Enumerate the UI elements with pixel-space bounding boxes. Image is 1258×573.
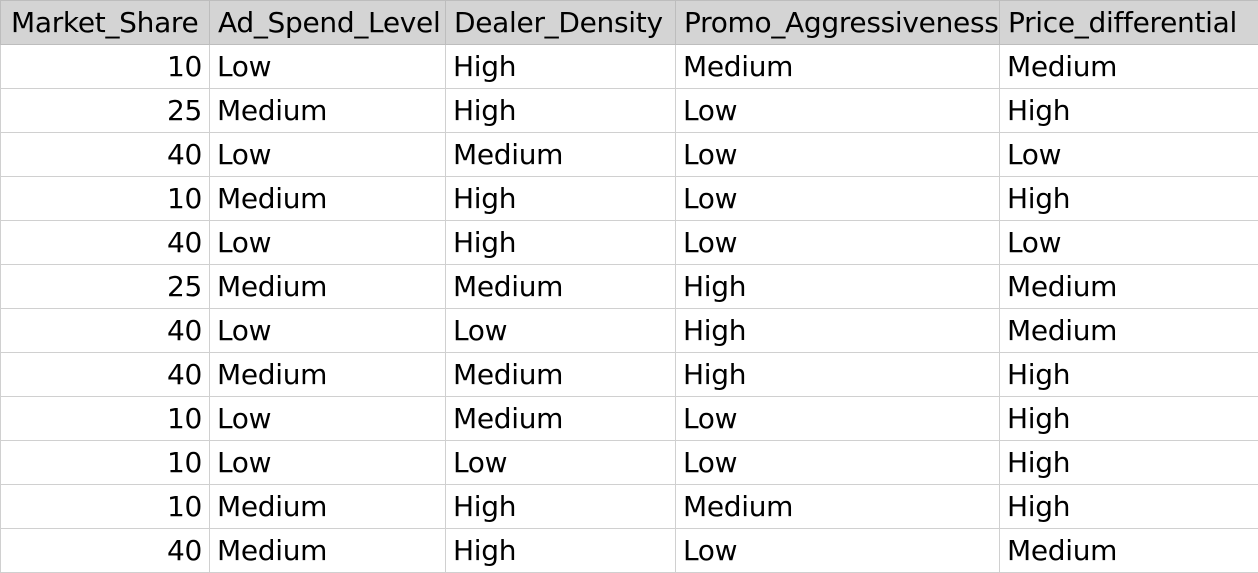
cell-price-differential[interactable]: High	[1000, 397, 1258, 441]
cell-market-share[interactable]: 40	[1, 353, 210, 397]
cell-market-share[interactable]: 10	[1, 441, 210, 485]
cell-price-differential[interactable]: Low	[1000, 133, 1258, 177]
cell-promo-aggressiveness[interactable]: Medium	[676, 45, 1000, 89]
table-row: 10 Low High Medium Medium	[1, 45, 1258, 89]
cell-promo-aggressiveness[interactable]: Low	[676, 133, 1000, 177]
table-row: 40 Low Medium Low Low	[1, 133, 1258, 177]
cell-market-share[interactable]: 40	[1, 529, 210, 573]
header-row: Market_Share Ad_Spend_Level Dealer_Densi…	[1, 1, 1258, 45]
cell-market-share[interactable]: 10	[1, 45, 210, 89]
table-row: 10 Medium High Medium High	[1, 485, 1258, 529]
cell-ad-spend-level[interactable]: Low	[210, 441, 446, 485]
header-cell-dealer-density[interactable]: Dealer_Density	[446, 1, 676, 45]
cell-promo-aggressiveness[interactable]: High	[676, 309, 1000, 353]
cell-price-differential[interactable]: Medium	[1000, 529, 1258, 573]
table-body: 10 Low High Medium Medium 25 Medium High…	[1, 45, 1258, 573]
table-row: 40 Medium High Low Medium	[1, 529, 1258, 573]
header-cell-market-share[interactable]: Market_Share	[1, 1, 210, 45]
cell-dealer-density[interactable]: Medium	[446, 397, 676, 441]
cell-ad-spend-level[interactable]: Medium	[210, 353, 446, 397]
cell-dealer-density[interactable]: Low	[446, 309, 676, 353]
cell-market-share[interactable]: 10	[1, 177, 210, 221]
cell-ad-spend-level[interactable]: Low	[210, 309, 446, 353]
header-cell-price-differential[interactable]: Price_differential	[1000, 1, 1258, 45]
table-row: 40 Medium Medium High High	[1, 353, 1258, 397]
cell-ad-spend-level[interactable]: Medium	[210, 177, 446, 221]
cell-market-share[interactable]: 25	[1, 265, 210, 309]
cell-market-share[interactable]: 10	[1, 397, 210, 441]
cell-ad-spend-level[interactable]: Medium	[210, 529, 446, 573]
header-cell-promo-aggressiveness[interactable]: Promo_Aggressiveness	[676, 1, 1000, 45]
cell-price-differential[interactable]: High	[1000, 353, 1258, 397]
cell-market-share[interactable]: 10	[1, 485, 210, 529]
table-row: 40 Low Low High Medium	[1, 309, 1258, 353]
cell-promo-aggressiveness[interactable]: Low	[676, 397, 1000, 441]
cell-price-differential[interactable]: Medium	[1000, 265, 1258, 309]
cell-price-differential[interactable]: High	[1000, 441, 1258, 485]
cell-dealer-density[interactable]: Medium	[446, 353, 676, 397]
header-row-group: Market_Share Ad_Spend_Level Dealer_Densi…	[1, 1, 1258, 45]
cell-market-share[interactable]: 25	[1, 89, 210, 133]
table-row: 40 Low High Low Low	[1, 221, 1258, 265]
cell-promo-aggressiveness[interactable]: Low	[676, 221, 1000, 265]
cell-dealer-density[interactable]: High	[446, 485, 676, 529]
cell-promo-aggressiveness[interactable]: Low	[676, 89, 1000, 133]
cell-dealer-density[interactable]: High	[446, 221, 676, 265]
cell-promo-aggressiveness[interactable]: Medium	[676, 485, 1000, 529]
cell-market-share[interactable]: 40	[1, 221, 210, 265]
cell-price-differential[interactable]: Low	[1000, 221, 1258, 265]
cell-market-share[interactable]: 40	[1, 309, 210, 353]
cell-ad-spend-level[interactable]: Medium	[210, 265, 446, 309]
cell-ad-spend-level[interactable]: Low	[210, 133, 446, 177]
cell-ad-spend-level[interactable]: Low	[210, 221, 446, 265]
cell-price-differential[interactable]: High	[1000, 177, 1258, 221]
table-row: 10 Low Medium Low High	[1, 397, 1258, 441]
cell-dealer-density[interactable]: High	[446, 45, 676, 89]
cell-ad-spend-level[interactable]: Low	[210, 45, 446, 89]
table-row: 25 Medium Medium High Medium	[1, 265, 1258, 309]
cell-promo-aggressiveness[interactable]: Low	[676, 441, 1000, 485]
cell-ad-spend-level[interactable]: Low	[210, 397, 446, 441]
cell-price-differential[interactable]: High	[1000, 89, 1258, 133]
cell-ad-spend-level[interactable]: Medium	[210, 485, 446, 529]
cell-dealer-density[interactable]: Medium	[446, 133, 676, 177]
header-cell-ad-spend-level[interactable]: Ad_Spend_Level	[210, 1, 446, 45]
cell-dealer-density[interactable]: High	[446, 177, 676, 221]
table-row: 10 Medium High Low High	[1, 177, 1258, 221]
cell-price-differential[interactable]: Medium	[1000, 45, 1258, 89]
cell-dealer-density[interactable]: High	[446, 529, 676, 573]
cell-promo-aggressiveness[interactable]: High	[676, 265, 1000, 309]
cell-price-differential[interactable]: High	[1000, 485, 1258, 529]
cell-dealer-density[interactable]: High	[446, 89, 676, 133]
cell-dealer-density[interactable]: Medium	[446, 265, 676, 309]
cell-price-differential[interactable]: Medium	[1000, 309, 1258, 353]
table-row: 10 Low Low Low High	[1, 441, 1258, 485]
table-row: 25 Medium High Low High	[1, 89, 1258, 133]
cell-ad-spend-level[interactable]: Medium	[210, 89, 446, 133]
cell-promo-aggressiveness[interactable]: High	[676, 353, 1000, 397]
cell-promo-aggressiveness[interactable]: Low	[676, 529, 1000, 573]
cell-market-share[interactable]: 40	[1, 133, 210, 177]
cell-dealer-density[interactable]: Low	[446, 441, 676, 485]
cell-promo-aggressiveness[interactable]: Low	[676, 177, 1000, 221]
